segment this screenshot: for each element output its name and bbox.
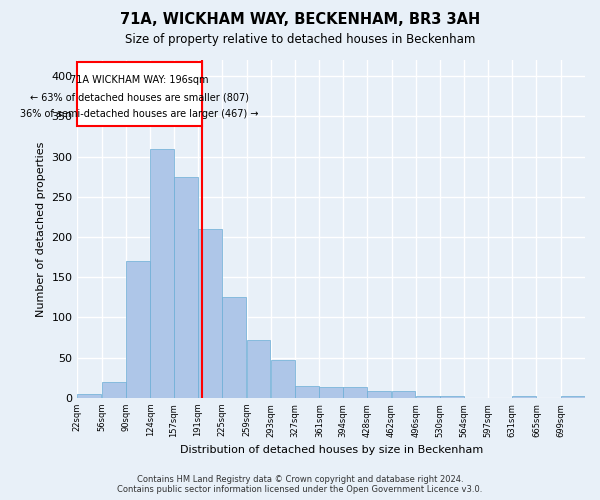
Bar <box>174 176 197 398</box>
Text: Contains HM Land Registry data © Crown copyright and database right 2024.
Contai: Contains HM Land Registry data © Crown c… <box>118 474 482 494</box>
Bar <box>271 360 295 398</box>
Bar <box>561 396 584 398</box>
Text: ← 63% of detached houses are smaller (807): ← 63% of detached houses are smaller (80… <box>30 92 249 102</box>
Bar <box>392 392 415 398</box>
Y-axis label: Number of detached properties: Number of detached properties <box>36 142 46 316</box>
Bar <box>512 396 536 398</box>
Bar <box>343 388 367 398</box>
Bar <box>222 298 246 398</box>
Bar <box>440 396 464 398</box>
Bar <box>367 392 391 398</box>
Bar <box>126 261 150 398</box>
Bar <box>295 386 319 398</box>
Text: 71A, WICKHAM WAY, BECKENHAM, BR3 3AH: 71A, WICKHAM WAY, BECKENHAM, BR3 3AH <box>120 12 480 28</box>
Bar <box>77 62 202 126</box>
Bar <box>247 340 271 398</box>
Bar <box>198 229 222 398</box>
Text: 36% of semi-detached houses are larger (467) →: 36% of semi-detached houses are larger (… <box>20 110 259 120</box>
Bar <box>150 148 174 398</box>
Bar <box>416 396 440 398</box>
X-axis label: Distribution of detached houses by size in Beckenham: Distribution of detached houses by size … <box>179 445 483 455</box>
Bar <box>101 382 125 398</box>
Text: 71A WICKHAM WAY: 196sqm: 71A WICKHAM WAY: 196sqm <box>70 74 209 85</box>
Text: Size of property relative to detached houses in Beckenham: Size of property relative to detached ho… <box>125 32 475 46</box>
Bar <box>319 386 343 398</box>
Bar <box>77 394 101 398</box>
